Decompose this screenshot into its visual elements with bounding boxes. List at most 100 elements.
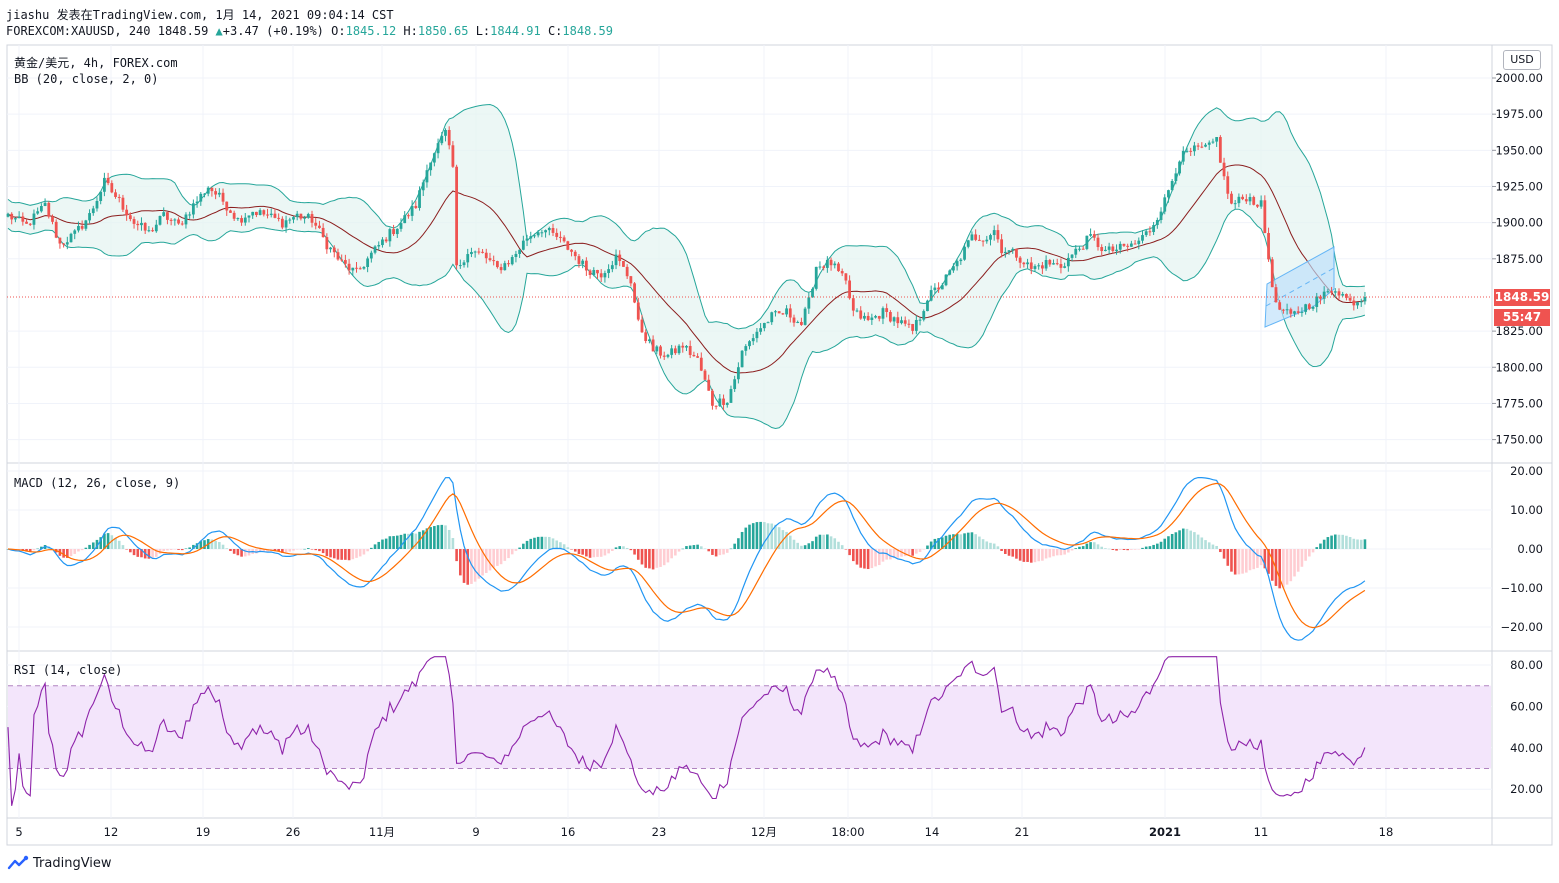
candle-body <box>955 261 959 267</box>
time-tick-label: 18 <box>1379 825 1394 839</box>
time-tick-label: 9 <box>472 825 479 839</box>
candle-body <box>859 310 863 319</box>
candle-body <box>1263 200 1267 234</box>
candle-body <box>154 224 158 232</box>
candle-body <box>822 266 826 268</box>
macd-histogram-bar <box>1178 530 1181 549</box>
macd-histogram-bar <box>236 549 240 556</box>
macd-histogram-bar <box>1148 546 1152 549</box>
macd-histogram-bar <box>1189 530 1192 549</box>
macd-tick-label: 10.00 <box>1510 503 1543 517</box>
candle-body <box>1215 137 1219 142</box>
bb-lower-band <box>7 208 1366 430</box>
macd-histogram-bar <box>848 549 851 556</box>
candle-body <box>1063 266 1067 268</box>
candle-body <box>751 338 755 342</box>
candle-body <box>985 239 989 242</box>
macd-histogram-bar <box>284 549 288 553</box>
candle-body <box>36 211 40 214</box>
candle-body <box>1007 250 1011 252</box>
macd-title[interactable]: MACD (12, 26, close, 9) <box>14 476 181 490</box>
macd-histogram-bar <box>1104 548 1107 549</box>
rsi-tick-label: 40.00 <box>1510 741 1543 755</box>
macd-histogram-bar <box>1137 549 1141 550</box>
macd-histogram-bar <box>355 549 358 558</box>
macd-histogram-bar <box>1359 539 1363 549</box>
candle-body <box>58 237 62 244</box>
candle-body <box>529 236 533 239</box>
username[interactable]: jiashu <box>6 8 50 22</box>
candle-body <box>1026 262 1029 265</box>
candle-body <box>184 214 188 225</box>
candle-body <box>762 322 766 329</box>
candle-body <box>1363 296 1367 302</box>
macd-histogram-bar <box>221 544 225 549</box>
macd-histogram-bar <box>114 538 117 549</box>
macd-histogram-bar <box>525 540 529 549</box>
candle-body <box>796 321 800 323</box>
candle-body <box>781 313 785 315</box>
macd-histogram-bar <box>622 546 625 549</box>
price-tick-label: 1900.00 <box>1495 216 1543 230</box>
currency-button[interactable]: USD <box>1503 50 1541 70</box>
macd-histogram-bar <box>1196 534 1200 549</box>
candle-body <box>933 287 937 291</box>
macd-histogram-bar <box>307 548 310 549</box>
candle-body <box>818 266 822 268</box>
macd-histogram-bar <box>80 549 84 551</box>
macd-histogram-bar <box>1163 538 1167 549</box>
candle-body <box>495 261 499 268</box>
candle-body <box>974 234 978 240</box>
macd-histogram-bar <box>162 549 166 551</box>
candle-body <box>655 346 659 352</box>
macd-histogram-bar <box>1330 535 1333 549</box>
macd-histogram-bar <box>603 549 607 556</box>
macd-histogram-bar <box>837 541 840 549</box>
tradingview-logo[interactable]: TradingView <box>6 855 112 871</box>
candle-body <box>332 247 336 253</box>
macd-histogram-bar <box>1219 549 1222 553</box>
candle-body <box>47 202 51 217</box>
macd-histogram-bar <box>907 549 911 556</box>
candle-body <box>1018 257 1022 263</box>
candlesticks <box>6 126 1367 411</box>
macd-histogram-bar <box>751 523 755 549</box>
candle-body <box>1181 150 1185 162</box>
macd-histogram-bar <box>722 549 725 555</box>
open-label: O: <box>331 24 346 38</box>
candle-body <box>88 213 91 221</box>
close-label: C: <box>547 24 563 38</box>
macd-histogram-bar <box>229 549 232 552</box>
candle-body <box>748 341 751 347</box>
candle-body <box>918 319 922 321</box>
macd-histogram-bar <box>69 549 73 557</box>
time-tick-label: 12 <box>104 825 119 839</box>
candle-body <box>1252 197 1256 205</box>
candle-body <box>851 298 855 311</box>
macd-histogram-bar <box>1015 549 1018 559</box>
price-tick-label: 1775.00 <box>1495 396 1543 410</box>
macd-histogram-bar <box>1256 549 1259 568</box>
rsi-title[interactable]: RSI (14, close) <box>14 663 123 677</box>
macd-histogram-bar <box>911 549 914 556</box>
candle-body <box>273 213 277 218</box>
macd-histogram-bar <box>1100 546 1104 549</box>
candle-body <box>1237 196 1241 204</box>
macd-histogram-bar <box>536 536 540 549</box>
candle-body <box>677 345 681 354</box>
macd-histogram-bar <box>243 549 247 557</box>
time-axis-ticks: 5 12 19 26 11月 9 16 23 12月 18:00 14 21 2021 11 18 <box>15 825 1393 839</box>
macd-histogram-bar <box>903 549 907 557</box>
bb-indicator-title[interactable]: BB (20, close, 2, 0) <box>14 72 159 86</box>
macd-histogram-bar <box>77 549 80 552</box>
candle-body <box>280 218 284 228</box>
candle-body <box>863 315 866 319</box>
candle-body <box>121 197 125 210</box>
time-tick-label: 11月 <box>369 825 395 839</box>
main-pane-title[interactable]: 黄金/美元, 4h, FOREX.com <box>14 56 178 70</box>
macd-tick-label: 0.00 <box>1517 542 1543 556</box>
macd-histogram-bar <box>277 549 280 552</box>
symbol-line: FOREXCOM:XAUUSD, 240 1848.59 <box>6 24 209 38</box>
candle-body <box>243 217 247 223</box>
